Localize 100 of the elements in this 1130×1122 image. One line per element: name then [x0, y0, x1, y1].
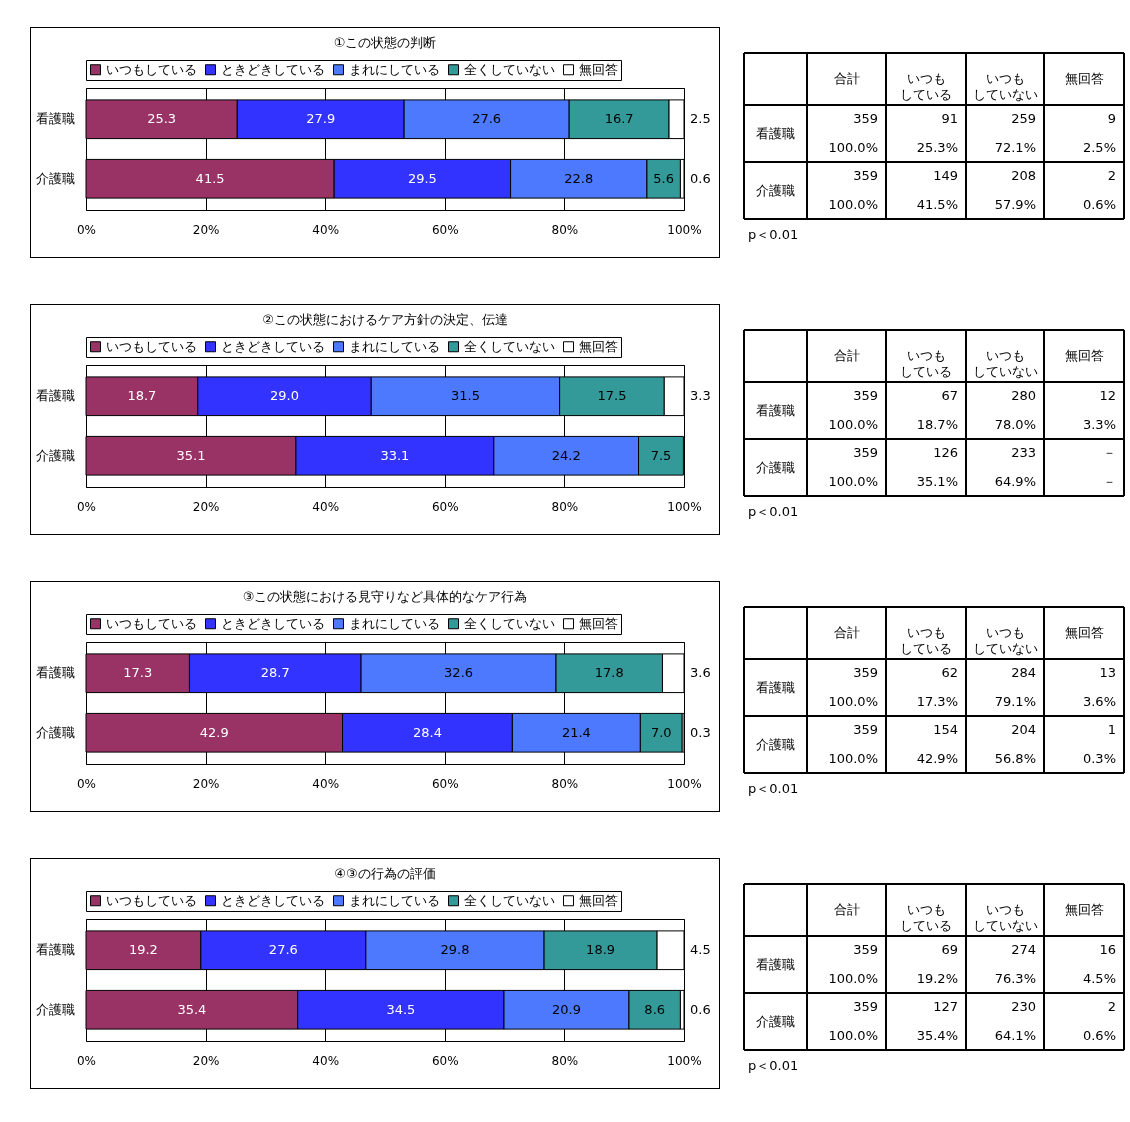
data-label: 28.7: [260, 665, 290, 681]
category-label: いつもしていない: [972, 902, 1038, 933]
text: 149: [933, 168, 958, 184]
data-label: 0.3: [690, 724, 711, 740]
text: 4.5%: [1082, 970, 1116, 986]
text: 0.6%: [1082, 1027, 1116, 1043]
x-tick-label: 100%: [667, 222, 702, 237]
data-label: 35.1: [176, 447, 206, 463]
text: 359: [853, 665, 878, 681]
x-tick-label: 20%: [192, 776, 220, 791]
text: 100.0%: [828, 750, 878, 766]
data-label: 27.9: [306, 111, 336, 127]
data-label: 24.2: [551, 447, 581, 463]
legend-label: 無回答: [579, 615, 618, 631]
chart-title: ①この状態の判断: [333, 34, 437, 50]
category-label: いつもしている: [900, 348, 952, 379]
category-label: いつもしている: [900, 902, 952, 933]
x-tick-label: 0%: [76, 222, 97, 237]
x-tick-label: 40%: [312, 776, 340, 791]
data-label: 33.1: [380, 447, 410, 463]
category-label: 無回答: [1064, 348, 1104, 363]
category-label: 介護職: [756, 1013, 795, 1029]
data-label: 17.3: [123, 665, 153, 681]
text: 154: [933, 722, 958, 738]
legend-label: いつもしている: [106, 892, 197, 908]
text: 13: [1099, 665, 1116, 681]
x-tick-label: 60%: [431, 776, 459, 791]
text: 72.1%: [994, 139, 1036, 155]
text: 100.0%: [828, 139, 878, 155]
text: p＜0.01: [748, 504, 799, 519]
category-label: 介護職: [756, 459, 795, 475]
text: 62: [941, 665, 958, 681]
category-label: 看護職: [756, 679, 795, 695]
text: 35.1%: [916, 473, 958, 489]
text: 41.5%: [916, 196, 958, 212]
text: 19.2%: [916, 970, 958, 986]
data-label: 31.5: [450, 388, 480, 404]
category-label: 合計: [833, 902, 860, 917]
text: 76.3%: [994, 970, 1036, 986]
category-label: いつもしている: [900, 71, 952, 102]
x-tick-label: 60%: [431, 222, 459, 237]
category-label: いつもしていない: [972, 625, 1038, 656]
text: 204: [1011, 722, 1036, 738]
text: 35.4%: [916, 1027, 958, 1043]
data-label: 28.4: [412, 724, 442, 740]
text: 42.9%: [916, 750, 958, 766]
text: 233: [1011, 445, 1036, 461]
text: 100.0%: [828, 416, 878, 432]
chart-title: ②この状態におけるケア方針の決定、伝達: [262, 311, 508, 327]
text: 78.0%: [994, 416, 1036, 432]
text: 359: [853, 388, 878, 404]
legend-label: ときどきしている: [221, 61, 325, 77]
x-tick-label: 80%: [551, 776, 579, 791]
category-label: いつもしている: [900, 625, 952, 656]
legend-label: まれにしている: [349, 61, 440, 77]
text: 69: [941, 942, 958, 958]
text: 284: [1011, 665, 1036, 681]
category-label: いつもしていない: [972, 71, 1038, 102]
data-label: 27.6: [268, 942, 298, 958]
x-tick-label: 100%: [667, 499, 702, 514]
legend-label: 全くしていない: [464, 338, 555, 354]
category-label: 無回答: [1064, 71, 1104, 86]
text: 100.0%: [828, 693, 878, 709]
legend-label: いつもしている: [106, 61, 197, 77]
data-label: 3.6: [690, 665, 711, 681]
legend-label: まれにしている: [349, 615, 440, 631]
text: 25.3%: [916, 139, 958, 155]
text: 280: [1011, 388, 1036, 404]
x-tick-label: 60%: [431, 499, 459, 514]
x-tick-label: 100%: [667, 776, 702, 791]
chart-title: ③この状態における見守りなど具体的なケア行為: [242, 588, 528, 604]
data-label: 18.9: [586, 942, 616, 958]
text: 126: [933, 445, 958, 461]
text: 100.0%: [828, 1027, 878, 1043]
data-label: 4.5: [690, 942, 711, 958]
category-label: 無回答: [1064, 625, 1104, 640]
x-tick-label: 40%: [312, 222, 340, 237]
category-label: 看護職: [756, 402, 795, 418]
data-label: 8.6: [644, 1001, 666, 1017]
text: 0.3%: [1082, 750, 1116, 766]
category-label: 看護職: [756, 125, 795, 141]
text: 359: [853, 445, 878, 461]
text: 127: [933, 999, 958, 1015]
category-label: いつもしていない: [972, 348, 1038, 379]
data-label: 29.0: [270, 388, 300, 404]
data-label: 0.6: [690, 170, 711, 186]
chart-title: ④③の行為の評価: [334, 865, 436, 881]
text: 359: [853, 942, 878, 958]
x-tick-label: 80%: [551, 1053, 579, 1068]
text: 359: [853, 168, 878, 184]
text: 359: [853, 999, 878, 1015]
text: 259: [1011, 111, 1036, 127]
text: 67: [941, 388, 958, 404]
category-label: 看護職: [756, 956, 795, 972]
data-label: 19.2: [128, 942, 158, 958]
data-label: 29.8: [440, 942, 470, 958]
y-tick-label: 介護職: [35, 724, 75, 740]
data-label: 0.6: [690, 1001, 711, 1017]
x-tick-label: 40%: [312, 1053, 340, 1068]
text: p＜0.01: [748, 1058, 799, 1073]
